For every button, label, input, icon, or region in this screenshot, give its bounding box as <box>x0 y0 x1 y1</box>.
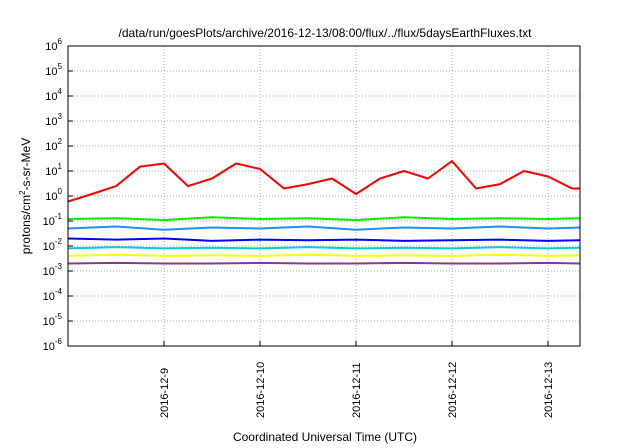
y-tick-label: 101 <box>45 162 62 178</box>
y-tick-label: 103 <box>45 112 62 128</box>
x-tick-label: 2016-12-11 <box>351 363 363 418</box>
y-tick-label: 102 <box>45 137 62 153</box>
series-line <box>67 225 581 231</box>
series-group <box>67 160 581 265</box>
series-line <box>67 246 581 250</box>
y-tick-label: 10-2 <box>43 237 63 253</box>
x-axis: 2016-12-9 2016-12-10 2016-12-11 2016-12-12 2… <box>159 341 555 418</box>
series-line <box>67 253 581 257</box>
y-tick-label: 106 <box>45 37 62 53</box>
y-tick-label: 104 <box>45 87 62 103</box>
y-tick-label: 10-5 <box>43 312 63 328</box>
series-line <box>67 261 581 265</box>
y-tick-label: 10-4 <box>43 287 63 303</box>
grid <box>68 46 580 346</box>
y-tick-label: 105 <box>45 62 62 78</box>
y-tick-label: 10-3 <box>43 262 63 278</box>
x-tick-label: 2016-12-9 <box>159 368 171 418</box>
y-tick-label: 10-6 <box>43 337 63 353</box>
series-line <box>67 160 580 203</box>
y-axis-label: protons/cm2-s-sr-MeV <box>18 138 33 254</box>
y-tick-label: 10-1 <box>43 212 63 228</box>
x-tick-label: 2016-12-10 <box>255 362 267 418</box>
series-line <box>67 237 581 242</box>
y-tick-label: 100 <box>45 187 62 203</box>
series-line <box>67 216 581 221</box>
x-tick-label: 2016-12-12 <box>447 362 459 418</box>
x-tick-label: 2016-12-13 <box>543 362 555 418</box>
chart-title: /data/run/goesPlots/archive/2016-12-13/0… <box>119 26 533 40</box>
x-axis-label: Coordinated Universal Time (UTC) <box>233 430 417 444</box>
